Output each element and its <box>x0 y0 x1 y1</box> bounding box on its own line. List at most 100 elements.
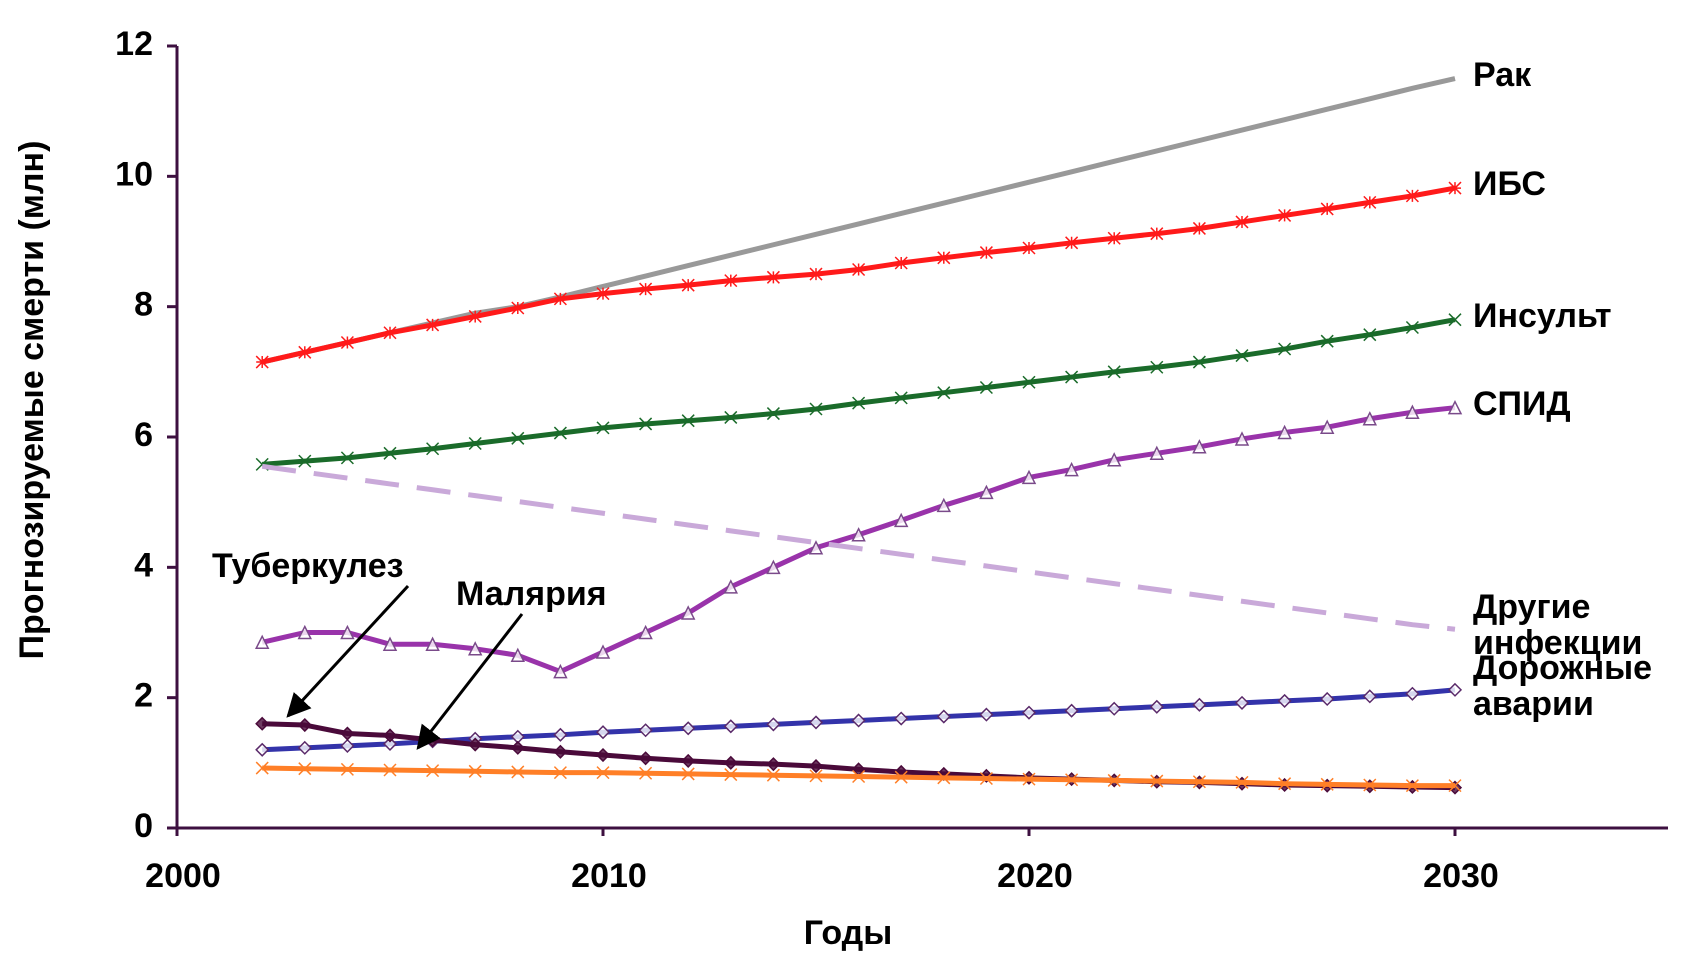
series-marker <box>511 301 525 315</box>
series-marker <box>255 355 269 369</box>
series-marker <box>681 753 696 768</box>
series-marker <box>382 728 398 743</box>
series-marker <box>937 771 951 785</box>
series-marker <box>340 726 355 741</box>
series-marker <box>1150 227 1164 241</box>
series-marker <box>1448 779 1462 793</box>
series-marker <box>1107 365 1121 379</box>
series-marker <box>852 396 866 410</box>
y-tick-label: 8 <box>134 286 153 324</box>
series-marker <box>723 719 738 734</box>
series-marker <box>852 769 866 784</box>
label-arrow <box>286 584 410 718</box>
x-tick-label: 2010 <box>571 857 647 895</box>
series-marker <box>766 270 780 284</box>
series-marker <box>426 442 440 456</box>
series-marker <box>426 764 440 778</box>
series-label: Малярия <box>456 575 607 613</box>
series-marker <box>1064 461 1079 477</box>
series-marker <box>937 251 951 265</box>
series-marker <box>298 345 312 359</box>
series-marker <box>766 717 781 732</box>
series-marker <box>1278 342 1292 356</box>
series-label: СПИД <box>1473 384 1571 423</box>
y-tick-label: 6 <box>134 416 153 454</box>
series-marker <box>1277 693 1292 708</box>
series-marker <box>1022 772 1036 786</box>
series-marker <box>809 769 823 783</box>
series-marker <box>979 771 993 786</box>
series-marker <box>1150 774 1164 788</box>
series-marker <box>979 707 994 722</box>
series-marker <box>596 421 610 435</box>
series-marker <box>425 636 440 651</box>
series-marker <box>681 414 695 428</box>
series-marker <box>1022 241 1036 255</box>
series-marker <box>680 605 696 620</box>
y-tick-label: 0 <box>134 807 153 845</box>
series-marker <box>1192 355 1206 369</box>
series-label: ИБС <box>1473 165 1546 204</box>
series-marker <box>510 740 525 755</box>
series-label: Дорожные аварии <box>1473 648 1653 723</box>
series-marker <box>1149 445 1165 461</box>
series-marker <box>1149 699 1164 714</box>
series-marker <box>1107 701 1122 716</box>
label-arrow <box>416 613 524 750</box>
series-marker <box>1192 697 1207 712</box>
series-marker <box>1235 775 1249 789</box>
series-marker <box>340 451 354 465</box>
series-marker <box>937 386 951 400</box>
series-marker <box>553 744 568 759</box>
series-marker <box>426 318 440 332</box>
series-line <box>261 463 1456 632</box>
series-marker <box>1021 469 1037 485</box>
series-marker <box>1064 703 1079 718</box>
series-marker <box>595 725 611 740</box>
series-marker <box>851 527 866 542</box>
series-marker <box>1320 334 1334 348</box>
series-marker <box>1065 236 1079 250</box>
series-marker <box>1405 686 1420 701</box>
x-tick-label: 2030 <box>1423 857 1499 895</box>
series-marker <box>468 309 482 323</box>
y-tick-label: 2 <box>134 677 153 715</box>
series-marker <box>553 766 567 780</box>
series-marker <box>298 454 312 468</box>
series-marker <box>1022 375 1036 389</box>
series-marker <box>1320 691 1335 707</box>
series-marker <box>1192 221 1206 235</box>
series-marker <box>553 292 567 306</box>
series-marker <box>1021 705 1037 720</box>
x-axis-label: Годы <box>804 914 893 952</box>
series-marker <box>595 644 611 659</box>
series-marker <box>1405 404 1420 419</box>
series-marker <box>724 410 738 424</box>
series-marker <box>382 736 398 751</box>
series-marker <box>1363 195 1377 209</box>
series-line <box>261 76 1456 365</box>
series-marker <box>468 764 482 778</box>
series-marker <box>638 723 653 738</box>
series-marker <box>1448 181 1462 195</box>
series-marker <box>340 335 354 350</box>
series-marker <box>1405 189 1419 203</box>
x-tick-label: 2020 <box>997 857 1073 895</box>
series-marker <box>808 715 824 730</box>
series-marker <box>1363 328 1377 342</box>
series-marker <box>255 761 269 775</box>
series-marker <box>553 663 568 679</box>
series-marker <box>1234 695 1250 710</box>
series-marker <box>382 636 398 651</box>
series-marker <box>936 497 952 513</box>
series-marker <box>1448 313 1462 327</box>
series-marker <box>894 256 908 270</box>
series-marker <box>1405 779 1419 793</box>
series-marker <box>297 717 312 733</box>
series-marker <box>297 624 313 640</box>
series-marker <box>639 417 653 431</box>
series-marker <box>254 634 270 650</box>
series-marker <box>1107 773 1121 787</box>
series-marker <box>1107 231 1121 245</box>
